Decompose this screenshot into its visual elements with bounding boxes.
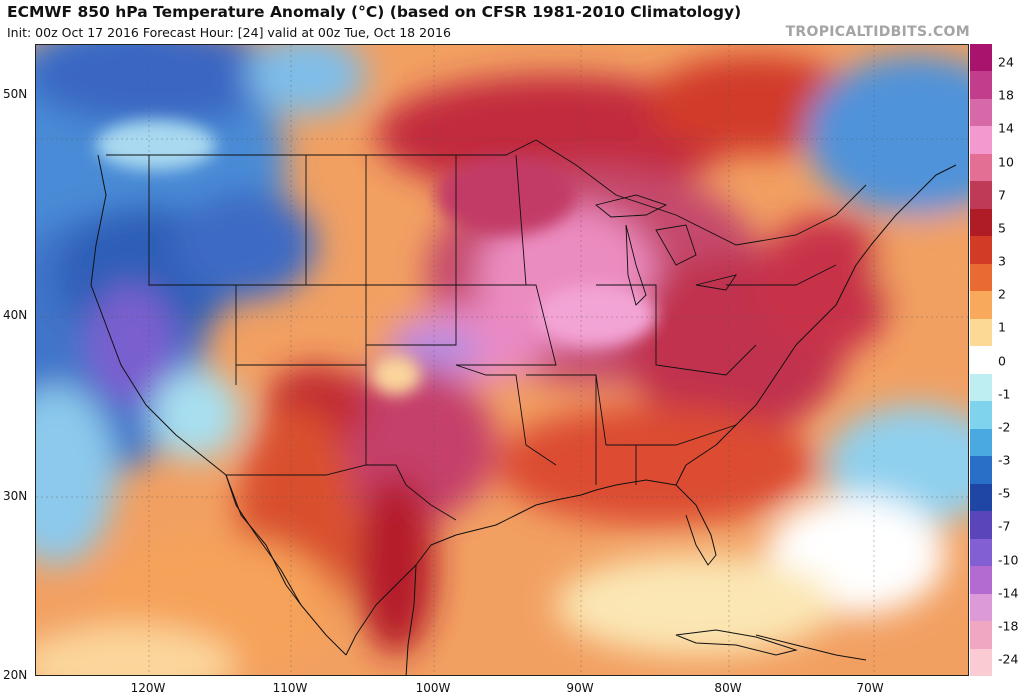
colorbar-label: -18 xyxy=(998,618,1019,634)
colorbar-label: 10 xyxy=(998,154,1014,169)
colorbar-segment xyxy=(970,236,992,265)
lat-label-30n: 30N xyxy=(3,489,28,503)
colorbar-label: 14 xyxy=(998,120,1014,136)
colorbar-label: -24 xyxy=(998,651,1019,667)
colorbar-label: -2 xyxy=(998,419,1011,435)
colorbar-segment xyxy=(970,456,992,485)
colorbar-segment xyxy=(970,126,992,155)
colorbar-label: 0 xyxy=(998,353,1006,368)
colorbar-label: 2 xyxy=(998,286,1006,302)
coastlines xyxy=(90,154,957,675)
lat-label-40n: 40N xyxy=(3,308,28,322)
colorbar-segment xyxy=(970,428,992,457)
brand-watermark: TROPICALTIDBITS.COM xyxy=(785,24,970,40)
colorbar-segment xyxy=(970,153,992,182)
map-title: ECMWF 850 hPa Temperature Anomaly (°C) (… xyxy=(7,3,742,21)
lon-label-70w: 70W xyxy=(856,681,884,695)
colorbar-segment xyxy=(970,401,992,430)
colorbar-label: 3 xyxy=(998,253,1006,269)
anomaly-field-detail xyxy=(96,120,656,395)
colorbar-label: -14 xyxy=(998,585,1019,601)
colorbar-segment xyxy=(970,208,992,237)
colorbar-label: 5 xyxy=(998,220,1006,236)
colorbar-label: -5 xyxy=(998,485,1011,501)
colorbar-segment xyxy=(970,291,992,320)
colorbar-segment xyxy=(970,181,992,210)
colorbar-segment xyxy=(970,538,992,567)
colorbar-label: -10 xyxy=(998,552,1019,567)
colorbar-segment xyxy=(970,71,992,100)
colorbar xyxy=(970,44,992,677)
cuba-outline xyxy=(675,629,798,656)
colorbar-segment xyxy=(970,98,992,127)
colorbar-label: 18 xyxy=(998,87,1014,103)
colorbar-label: 7 xyxy=(998,187,1006,203)
lon-label-120w: 120W xyxy=(130,681,166,695)
colorbar-segment xyxy=(970,318,992,347)
colorbar-label: 1 xyxy=(998,319,1006,335)
colorbar-segment xyxy=(970,44,992,72)
colorbar-segment xyxy=(970,511,992,540)
anomaly-map xyxy=(35,44,969,676)
colorbar-segment xyxy=(970,593,992,622)
lon-label-80w: 80W xyxy=(714,681,742,695)
great-lakes xyxy=(595,194,738,306)
colorbar-segment xyxy=(970,566,992,595)
lat-label-50n: 50N xyxy=(3,87,28,101)
colorbar-label: -1 xyxy=(998,386,1011,402)
colorbar-segment xyxy=(970,263,992,292)
lon-label-100w: 100W xyxy=(415,681,451,695)
colorbar-segment xyxy=(970,483,992,512)
lon-label-110w: 110W xyxy=(272,681,308,695)
colorbar-label: 24 xyxy=(998,54,1014,70)
lat-label-20n: 20N xyxy=(3,668,28,682)
colorbar-label: -7 xyxy=(998,518,1011,534)
state-borders xyxy=(106,139,867,521)
colorbar-segment xyxy=(970,346,992,375)
graticule xyxy=(36,45,968,675)
lon-label-90w: 90W xyxy=(566,681,594,695)
colorbar-segment xyxy=(970,648,992,677)
map-subtitle: Init: 00z Oct 17 2016 Forecast Hour: [24… xyxy=(7,25,451,40)
colorbar-segment xyxy=(970,621,992,649)
colorbar-segment xyxy=(970,373,992,402)
colorbar-label: -3 xyxy=(998,452,1011,468)
